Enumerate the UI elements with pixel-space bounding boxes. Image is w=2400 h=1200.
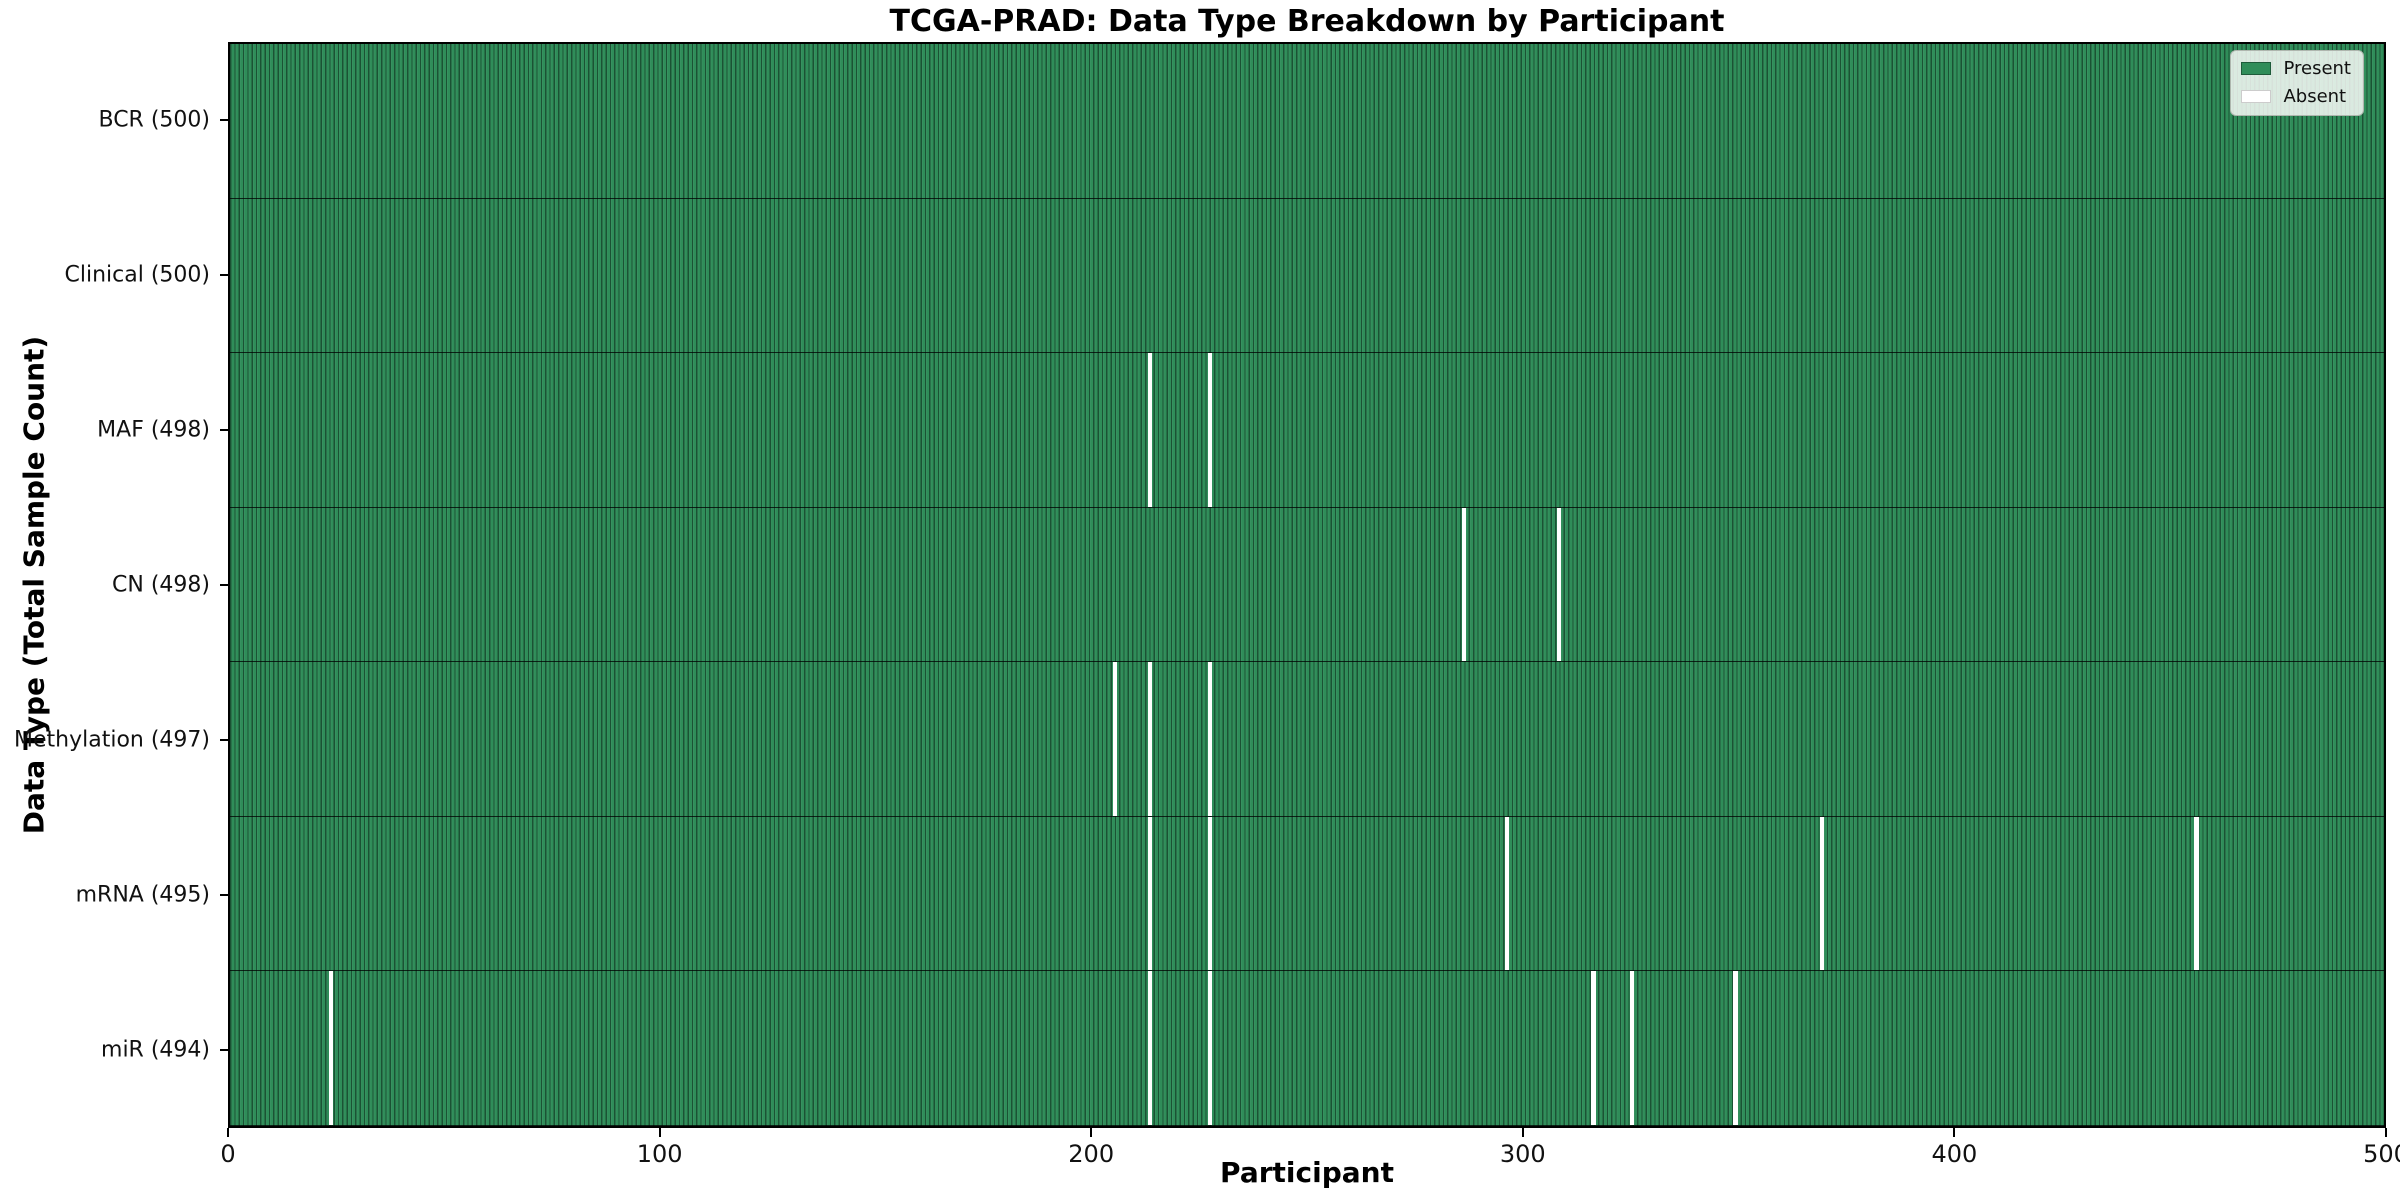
legend-label: Absent [2283,86,2347,107]
x-tick-label: 500 [2363,1140,2400,1168]
y-tick-label: Methylation (497) [14,727,210,753]
absent-stripe [1462,507,1467,662]
absent-stripe [1147,353,1152,507]
y-tick-label: miR (494) [101,1037,210,1063]
data-row-bcr [230,44,2384,199]
data-row-maf [230,353,2384,508]
legend-swatch-absent [2241,90,2272,103]
y-tick-mark [220,1049,228,1052]
y-tick-mark [220,894,228,897]
x-tick-mark [2385,1128,2387,1137]
y-tick-mark [220,739,228,742]
legend-swatch-present [2241,62,2272,75]
x-axis-title: Participant [1220,1156,1394,1189]
x-tick-label: 200 [1068,1140,1115,1168]
absent-stripe [1819,816,1824,971]
x-tick-mark [1953,1128,1956,1137]
absent-stripe [1207,353,1213,507]
y-tick-mark [220,584,228,586]
absent-stripe [1505,816,1510,971]
x-tick-label: 400 [1931,1140,1978,1168]
legend-label: Present [2283,58,2351,79]
data-row-mrna [230,816,2384,972]
absent-stripe [1147,971,1152,1125]
y-tick-label: MAF (498) [97,417,210,443]
data-row-clinical [230,198,2384,354]
y-tick-mark [220,428,228,431]
absent-stripe [1591,971,1596,1125]
y-tick-mark [220,118,228,121]
y-axis: BCR (500) Clinical (500) MAF (498) CN (498)… [0,42,228,1128]
legend-item-absent: Absent [2241,86,2351,107]
absent-stripe [1207,816,1213,971]
absent-stripe [1113,662,1118,816]
absent-stripe [1147,816,1152,971]
y-tick-label: BCR (500) [98,107,210,133]
absent-stripe [1207,662,1213,816]
legend-item-present: Present [2241,58,2351,79]
absent-stripe [1556,507,1562,662]
absent-stripe [1733,971,1738,1125]
y-tick-label: mRNA (495) [75,882,210,908]
x-tick-label: 300 [1499,1140,1546,1168]
x-tick-label: 0 [220,1140,236,1168]
legend: Present Absent [2230,50,2364,116]
chart-title: TCGA-PRAD: Data Type Breakdown by Partic… [889,4,1725,39]
data-row-mir [230,971,2384,1126]
absent-stripe [2194,816,2199,971]
y-tick-label: Clinical (500) [64,262,210,288]
x-tick-mark [658,1128,661,1137]
x-tick-mark [1521,1128,1524,1137]
data-row-cn [230,507,2384,663]
y-tick-label: CN (498) [112,572,210,598]
x-axis: 0 100 200 300 400 500 [220,1128,2400,1198]
x-tick-mark [227,1128,229,1137]
absent-stripe [1147,662,1152,816]
absent-stripe [1630,971,1635,1125]
y-tick-mark [220,273,228,276]
x-tick-mark [1090,1128,1093,1137]
data-row-methylation [230,662,2384,817]
absent-stripe [1207,971,1213,1125]
x-tick-label: 100 [636,1140,683,1168]
absent-stripe [329,971,334,1125]
plot-area: Present Absent [228,42,2386,1128]
